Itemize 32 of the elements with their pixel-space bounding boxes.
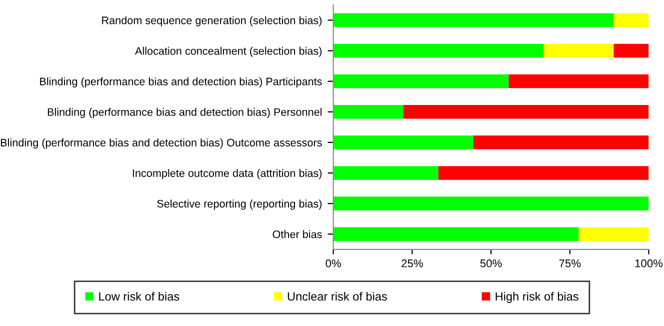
x-tick-label: 75% xyxy=(559,259,581,268)
bar xyxy=(473,136,649,150)
bar xyxy=(438,166,649,180)
bar xyxy=(403,104,649,119)
bar xyxy=(333,74,509,88)
bar xyxy=(614,13,649,28)
x-tick-label: 25% xyxy=(402,259,423,268)
x-tick-label: 50% xyxy=(480,259,502,268)
bar xyxy=(333,104,404,119)
legend-label: High risk of bias xyxy=(496,292,578,303)
bar xyxy=(333,196,649,210)
y-tick-label: Allocation concealment (selection bias) xyxy=(134,46,322,57)
y-tick-label: Random sequence generation (selection bias) xyxy=(102,16,322,26)
x-tick-label: 100% xyxy=(635,259,663,268)
bar xyxy=(333,13,614,28)
bar xyxy=(578,227,649,241)
bar xyxy=(333,136,474,150)
y-tick-label: Incomplete outcome data (attrition bias) xyxy=(132,169,322,180)
y-tick-label: Blinding (performance bias and detection bias) Outcome assessors xyxy=(0,138,322,149)
x-tick-label: 0% xyxy=(326,259,341,268)
y-tick-label: Selective reporting (reporting bias) xyxy=(157,200,322,210)
y-tick-label: Blinding (performance bias and detection bias) Participants xyxy=(40,77,322,88)
y-tick-label: Other bias xyxy=(272,230,322,238)
legend-label: Low risk of bias xyxy=(99,292,180,301)
bar xyxy=(508,74,649,88)
bar xyxy=(614,44,649,58)
bar xyxy=(333,227,579,241)
bar xyxy=(333,166,438,180)
bar xyxy=(544,44,614,58)
bar xyxy=(333,44,544,58)
legend-label: Unclear risk of bias xyxy=(288,292,387,301)
y-tick-label: Blinding (performance bias and detection bias) Personnel xyxy=(48,108,322,118)
